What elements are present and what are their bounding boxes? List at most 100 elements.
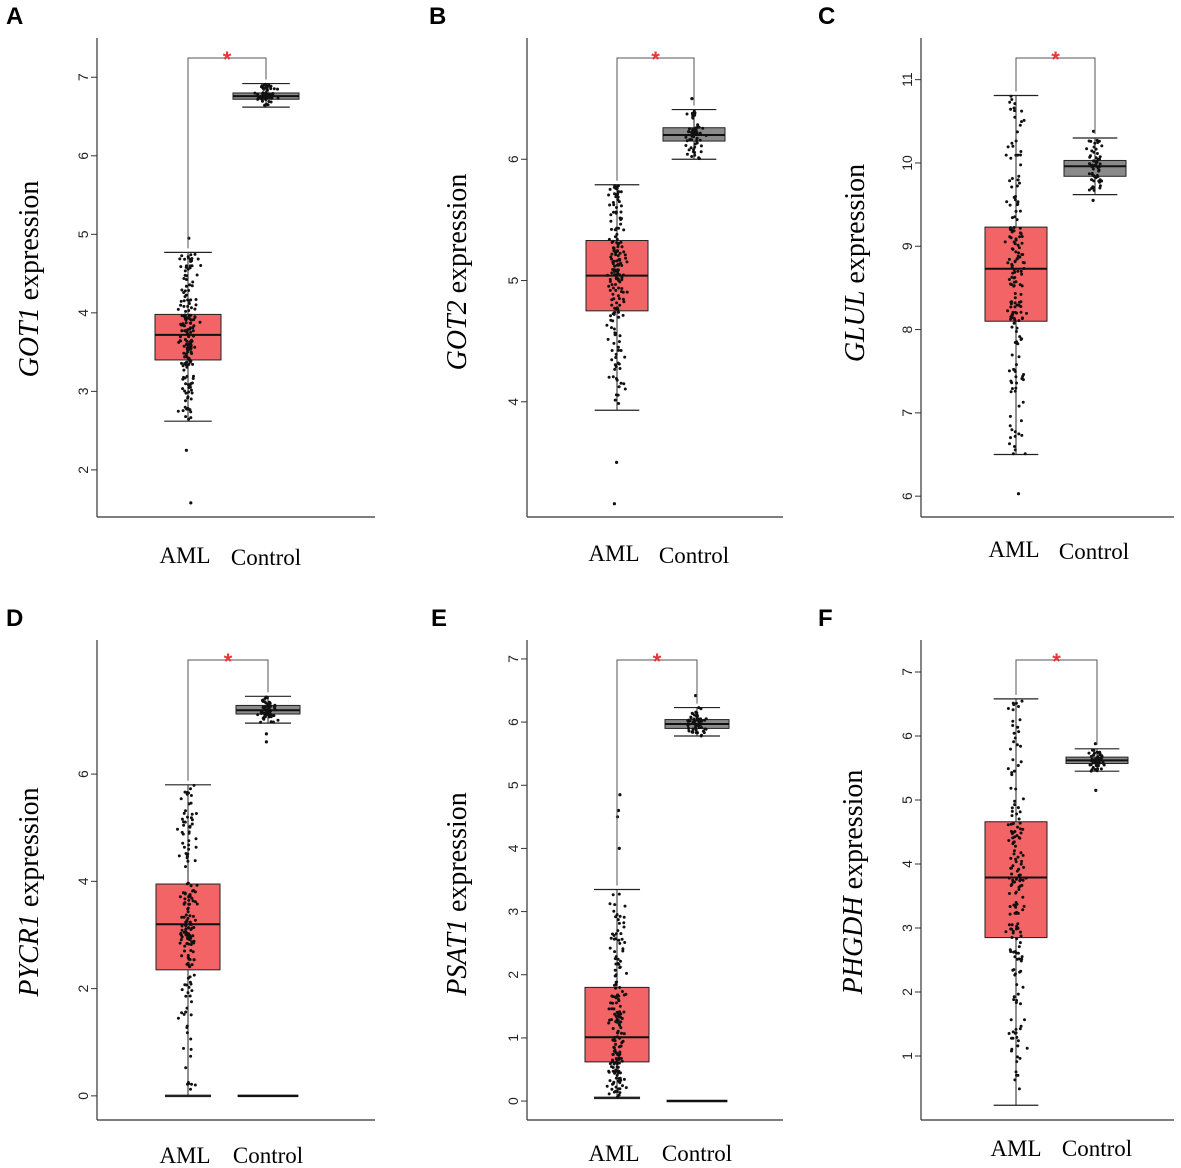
y-tick-label: 6 xyxy=(75,152,91,160)
data-point xyxy=(256,92,260,96)
data-point xyxy=(618,986,622,989)
data-point xyxy=(1015,1035,1019,1039)
data-point xyxy=(610,1007,614,1011)
data-point xyxy=(614,365,618,369)
data-point xyxy=(613,968,617,972)
panel-letter-d: D xyxy=(6,605,23,632)
data-point xyxy=(176,307,180,311)
data-point xyxy=(1023,1018,1026,1022)
data-point xyxy=(259,720,263,724)
data-point xyxy=(1015,130,1019,134)
xlabel-b-control: Control xyxy=(659,543,729,568)
data-point xyxy=(262,87,266,91)
panel-letter-a: A xyxy=(6,3,23,30)
data-point xyxy=(1015,218,1019,222)
data-point xyxy=(194,812,198,815)
data-point xyxy=(1016,725,1020,729)
data-point xyxy=(1091,167,1095,171)
data-point xyxy=(1010,300,1014,304)
data-point xyxy=(1012,849,1016,853)
data-point xyxy=(1019,744,1022,748)
data-point xyxy=(184,284,188,288)
y-tick-label: 1 xyxy=(505,1034,521,1042)
data-point xyxy=(1011,836,1015,840)
data-point xyxy=(182,304,186,308)
data-point xyxy=(265,705,268,709)
data-point xyxy=(1016,178,1020,182)
data-point xyxy=(1010,1036,1013,1040)
data-point xyxy=(182,811,186,815)
y-tick-label: 5 xyxy=(505,276,521,284)
xlabel-d-aml: AML xyxy=(159,1143,210,1168)
data-point xyxy=(185,374,189,378)
data-point xyxy=(1021,908,1025,912)
data-point xyxy=(187,895,191,899)
data-point xyxy=(192,958,196,962)
data-point xyxy=(1091,760,1095,764)
data-point xyxy=(1010,216,1014,220)
data-point xyxy=(616,294,620,298)
data-point xyxy=(1019,1024,1023,1028)
data-point xyxy=(261,99,264,103)
y-tick-label: 7 xyxy=(75,73,91,81)
ylabel-f: PHGDH expression xyxy=(838,770,869,996)
y-tick-label: 7 xyxy=(505,655,521,663)
data-point xyxy=(1013,430,1017,434)
data-point xyxy=(614,352,618,356)
data-point xyxy=(258,95,262,99)
data-point xyxy=(1018,718,1022,722)
data-point xyxy=(1019,969,1023,973)
data-point xyxy=(1008,912,1012,916)
data-point xyxy=(194,845,198,849)
data-point xyxy=(1016,922,1020,926)
data-point-outlier xyxy=(1094,788,1098,793)
data-point xyxy=(184,321,188,325)
data-point xyxy=(184,309,188,313)
data-point xyxy=(617,1013,621,1017)
data-point xyxy=(188,264,192,268)
data-point xyxy=(1015,743,1019,747)
data-point xyxy=(1020,377,1024,381)
data-point xyxy=(1017,873,1021,877)
data-point xyxy=(191,889,195,893)
data-point xyxy=(193,345,197,349)
data-point xyxy=(620,1041,624,1045)
data-point xyxy=(608,946,612,950)
data-point xyxy=(1010,98,1014,101)
data-point xyxy=(615,1035,619,1039)
data-point xyxy=(192,783,196,787)
y-tick-label: 3 xyxy=(899,924,915,932)
data-point xyxy=(1094,764,1098,768)
data-point xyxy=(1020,699,1024,703)
data-point xyxy=(1012,284,1016,288)
data-point xyxy=(613,957,617,961)
data-point xyxy=(269,709,273,713)
data-point xyxy=(1096,755,1100,759)
data-point xyxy=(189,306,193,310)
significance-star: * xyxy=(1051,47,1060,72)
data-point xyxy=(1014,386,1018,390)
data-point xyxy=(689,146,693,150)
data-point xyxy=(1018,123,1022,127)
data-point xyxy=(187,334,191,338)
data-point xyxy=(690,111,694,115)
data-point xyxy=(619,261,623,265)
data-point xyxy=(608,902,612,906)
data-point xyxy=(1019,760,1023,764)
data-point xyxy=(608,1018,612,1022)
data-point xyxy=(1015,937,1019,941)
data-point xyxy=(613,1035,617,1039)
data-point xyxy=(178,941,182,945)
data-point xyxy=(195,902,199,906)
data-point xyxy=(1014,195,1018,198)
data-point xyxy=(183,892,187,896)
data-point xyxy=(1088,162,1091,166)
data-point xyxy=(624,1086,628,1090)
data-point xyxy=(610,303,614,307)
data-point xyxy=(1015,925,1019,929)
data-point xyxy=(619,959,622,963)
data-point xyxy=(610,994,614,998)
data-point xyxy=(607,1021,611,1025)
data-point xyxy=(1009,1018,1013,1022)
data-point xyxy=(1023,452,1027,456)
